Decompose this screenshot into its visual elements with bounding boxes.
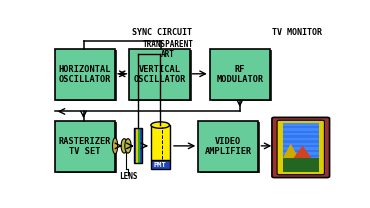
Bar [283,164,319,167]
Text: LENS: LENS [119,172,137,181]
Bar [153,126,171,170]
Bar [283,158,319,172]
Text: VIDEO
AMPLIFIER: VIDEO AMPLIFIER [205,137,252,156]
Bar [134,128,142,163]
Bar [212,50,272,101]
Text: PMT: PMT [154,162,166,168]
Bar [200,122,260,173]
Bar [283,150,319,152]
Bar [283,160,319,162]
Bar [283,155,319,157]
Bar [210,49,270,100]
Ellipse shape [121,139,127,153]
Bar [283,126,319,128]
FancyBboxPatch shape [277,120,324,175]
Bar [283,145,319,147]
Ellipse shape [125,139,131,153]
Bar [283,131,319,133]
Bar [55,121,115,172]
Bar [57,50,117,101]
Bar [136,128,138,163]
Text: HORIZONTAL
OSCILLATOR: HORIZONTAL OSCILLATOR [59,65,111,84]
Text: SYNC CIRCUIT: SYNC CIRCUIT [132,28,192,37]
Bar [131,50,192,101]
Bar [57,122,117,173]
Text: RASTERIZER
TV SET: RASTERIZER TV SET [59,137,111,156]
Bar [151,125,169,160]
Bar [138,128,140,163]
Ellipse shape [151,122,169,128]
FancyBboxPatch shape [272,117,330,178]
Bar [134,128,136,163]
Bar [151,160,169,169]
Bar [283,135,319,138]
Text: VERTICAL
OSCILLATOR: VERTICAL OSCILLATOR [133,65,186,84]
Text: TV MONITOR: TV MONITOR [272,28,322,37]
Bar [140,128,142,163]
Bar [283,124,319,172]
Polygon shape [293,146,312,158]
Bar [283,169,319,172]
Text: TRANSPARENT
ART: TRANSPARENT ART [143,40,194,59]
Bar [198,121,258,172]
Bar [283,140,319,143]
Ellipse shape [112,138,118,154]
Text: RF
MODULATOR: RF MODULATOR [216,65,263,84]
Polygon shape [283,144,299,158]
Bar [130,49,190,100]
Bar [276,120,329,177]
Bar [55,49,115,100]
